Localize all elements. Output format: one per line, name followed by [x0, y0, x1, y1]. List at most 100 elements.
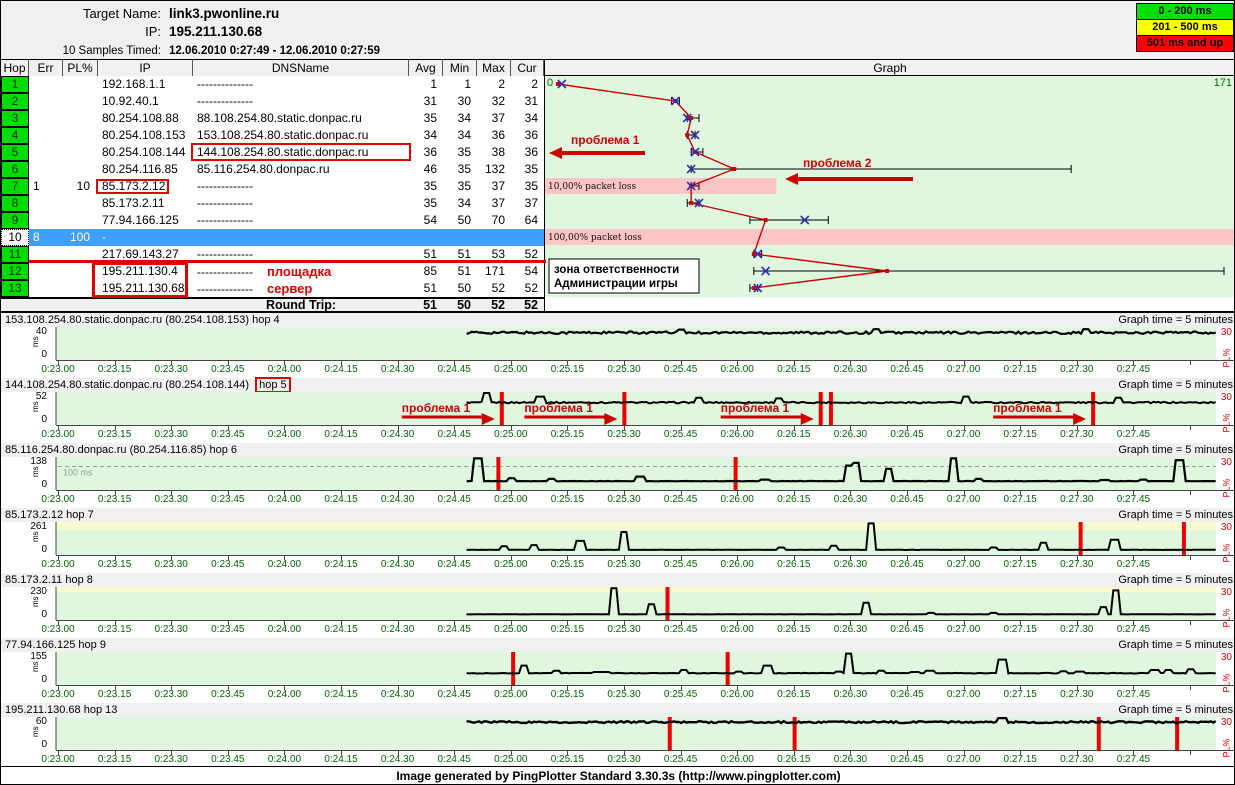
time-tick-label: 0:27.30 [1060, 624, 1094, 635]
pl-cell [63, 161, 96, 178]
time-tick-label: 0:24.15 [324, 364, 358, 375]
time-tick-label: 0:27.45 [1116, 364, 1151, 375]
y-axis-max: 40 [35, 326, 47, 337]
table-row-hop-12[interactable]: 12 195.211.130.4 -------------- площадка 85 5… [1, 263, 544, 280]
timeline-plot-hop-8[interactable] [1, 587, 1235, 620]
ip-cell: 80.254.116.85 [102, 162, 178, 176]
table-row-hop-1[interactable]: 1 192.168.1.1 -------------- 1 1 2 2 [1, 76, 544, 93]
min-cell: 34 [457, 196, 471, 210]
packet-loss-bar [1091, 392, 1096, 425]
timeline-strip-hop-8: 85.173.2.11 hop 8 Graph time = 5 minutes 2… [1, 573, 1235, 638]
ms-axis-label: ms [31, 531, 40, 542]
strip-title: 144.108.254.80.static.donpac.ru (80.254.… [1, 377, 1234, 393]
packet-loss-bar [733, 457, 738, 490]
time-tick-label: 0:27.15 [1003, 624, 1037, 635]
time-tick-label: 0:23.45 [211, 494, 245, 505]
column-header-min[interactable]: Min [443, 60, 477, 76]
dns-cell: 144.108.254.80.static.donpac.ru [197, 145, 369, 159]
column-header-err[interactable]: Err [29, 60, 63, 76]
table-row-hop-8[interactable]: 8 85.173.2.11 -------------- 35 34 37 37 [1, 195, 544, 212]
cur-cell: 37 [524, 196, 538, 210]
column-header-cur[interactable]: Cur [511, 60, 544, 76]
column-header-plpct[interactable]: PL% [63, 60, 98, 76]
err-cell [33, 110, 63, 127]
table-row-hop-2[interactable]: 2 10.92.40.1 -------------- 31 30 32 31 [1, 93, 544, 110]
strip-hop-label: hop 9 [78, 639, 106, 651]
round-trip-cur: 52 [524, 298, 538, 312]
column-header-dnsname[interactable]: DNSName [193, 60, 409, 76]
time-tick-label: 0:27.15 [1003, 494, 1037, 505]
time-tick-label: 0:27.00 [946, 364, 981, 375]
y-axis-zero: 0 [41, 414, 47, 425]
time-tick-label: 0:26.30 [833, 689, 868, 700]
time-tick-label: 0:25.00 [494, 624, 528, 635]
table-row-hop-4[interactable]: 4 80.254.108.153 153.108.254.80.static.don… [1, 127, 544, 144]
time-tick-label: 0:26.00 [720, 494, 754, 505]
err-cell [33, 161, 63, 178]
max-cell: 52 [491, 281, 505, 295]
timeline-plot-hop-4[interactable] [1, 327, 1235, 360]
dns-cell: -------------- [197, 196, 253, 210]
avg-cell: 51 [423, 281, 437, 295]
table-row-hop-10[interactable]: 10 8 100- [1, 229, 544, 246]
pl-axis-max: 30 [1220, 522, 1232, 533]
time-tick-label: 0:25.00 [494, 689, 528, 700]
time-tick-label: 0:25.45 [663, 689, 698, 700]
timeline-plot-hop-7[interactable] [1, 522, 1235, 555]
table-row-hop-6[interactable]: 6 80.254.116.85 85.116.254.80.donpac.ru 46 3… [1, 161, 544, 178]
ip-cell: 85.173.2.12 [102, 179, 166, 193]
ip-cell: 80.254.108.88 [102, 111, 179, 125]
packet-loss-band-hop10 [545, 229, 1234, 245]
latency-trace [466, 717, 1217, 725]
cur-cell: 36 [524, 145, 538, 159]
time-tick-label: 0:27.00 [946, 559, 981, 570]
min-cell: 34 [457, 111, 471, 125]
table-row-hop-9[interactable]: 9 77.94.166.125 -------------- 54 50 70 64 [1, 212, 544, 229]
main-hop-graph[interactable]: 10,00% packet loss 100,00% packet loss 0 17… [545, 76, 1235, 297]
cur-cell: 35 [524, 179, 538, 193]
time-tick-label: 0:26.30 [833, 559, 868, 570]
time-tick-label: 0:23.30 [154, 754, 188, 765]
table-row-hop-11[interactable]: 11 217.69.143.27 -------------- 51 51 53 52 [1, 246, 544, 263]
hop-number-cell: 7 [1, 178, 29, 195]
time-tick-label: 0:27.15 [1003, 429, 1037, 440]
strip-host-label: 153.108.254.80.static.donpac.ru (80.254.… [5, 314, 280, 326]
time-tick-label: 0:25.30 [607, 689, 641, 700]
timeline-plot-hop-5[interactable]: проблема 1 проблема 1 проблема 1 проблема 1 [1, 392, 1235, 425]
column-header-hop[interactable]: Hop [1, 60, 29, 76]
column-header-ip[interactable]: IP [98, 60, 193, 76]
timeline-plot-hop-9[interactable] [1, 652, 1235, 685]
column-header-avg[interactable]: Avg [409, 60, 443, 76]
time-tick-label: 0:27.15 [1003, 754, 1037, 765]
timeline-plot-hop-6[interactable]: 100 ms [1, 457, 1235, 490]
pl-axis-max: 30 [1220, 717, 1232, 728]
pl-cell [63, 246, 96, 263]
table-row-hop-7[interactable]: 7 1 10 85.173.2.12 -------------- 35 35 37 35 [1, 178, 544, 195]
table-row-hop-13[interactable]: 13 195.211.130.68 -------------- сервер 51 50… [1, 280, 544, 297]
ip-cell: 77.94.166.125 [102, 213, 179, 227]
svg-text:Администрации игры: Администрации игры [554, 278, 678, 290]
table-row-hop-5[interactable]: 5 80.254.108.144 144.108.254.80.static.don… [1, 144, 544, 161]
time-axis: 0:23.00 0:23.15 0:23.30 0:23.45 0:24.00 0:24.… [1, 360, 1234, 378]
dns-cell: -------------- сервер [197, 281, 313, 296]
cur-cell: 64 [524, 213, 538, 227]
time-tick-label: 0:24.30 [380, 429, 415, 440]
pl-cell [63, 110, 96, 127]
err-cell [33, 212, 63, 229]
column-header-max[interactable]: Max [477, 60, 511, 76]
ip-cell: 217.69.143.27 [102, 247, 179, 261]
time-tick-label: 0:23.00 [41, 364, 75, 375]
time-tick-label: 0:25.30 [607, 429, 641, 440]
table-row-hop-3[interactable]: 3 80.254.108.88 88.108.254.80.static.donpa… [1, 110, 544, 127]
time-tick-label: 0:23.45 [211, 364, 245, 375]
graph-time-label: Graph time = 5 minutes [1118, 509, 1233, 521]
err-cell [33, 76, 63, 93]
packet-loss-bar [792, 717, 797, 750]
strip-host-label: 85.173.2.11 hop 8 [5, 574, 93, 586]
timeline-strip-hop-4: 153.108.254.80.static.donpac.ru (80.254.… [1, 313, 1235, 378]
annotation-problem1: проблема 1 [571, 133, 640, 147]
time-tick-label: 0:27.30 [1060, 364, 1094, 375]
time-tick-label: 0:26.15 [777, 559, 811, 570]
time-tick-label: 0:24.15 [324, 429, 358, 440]
timeline-plot-hop-13[interactable] [1, 717, 1235, 750]
